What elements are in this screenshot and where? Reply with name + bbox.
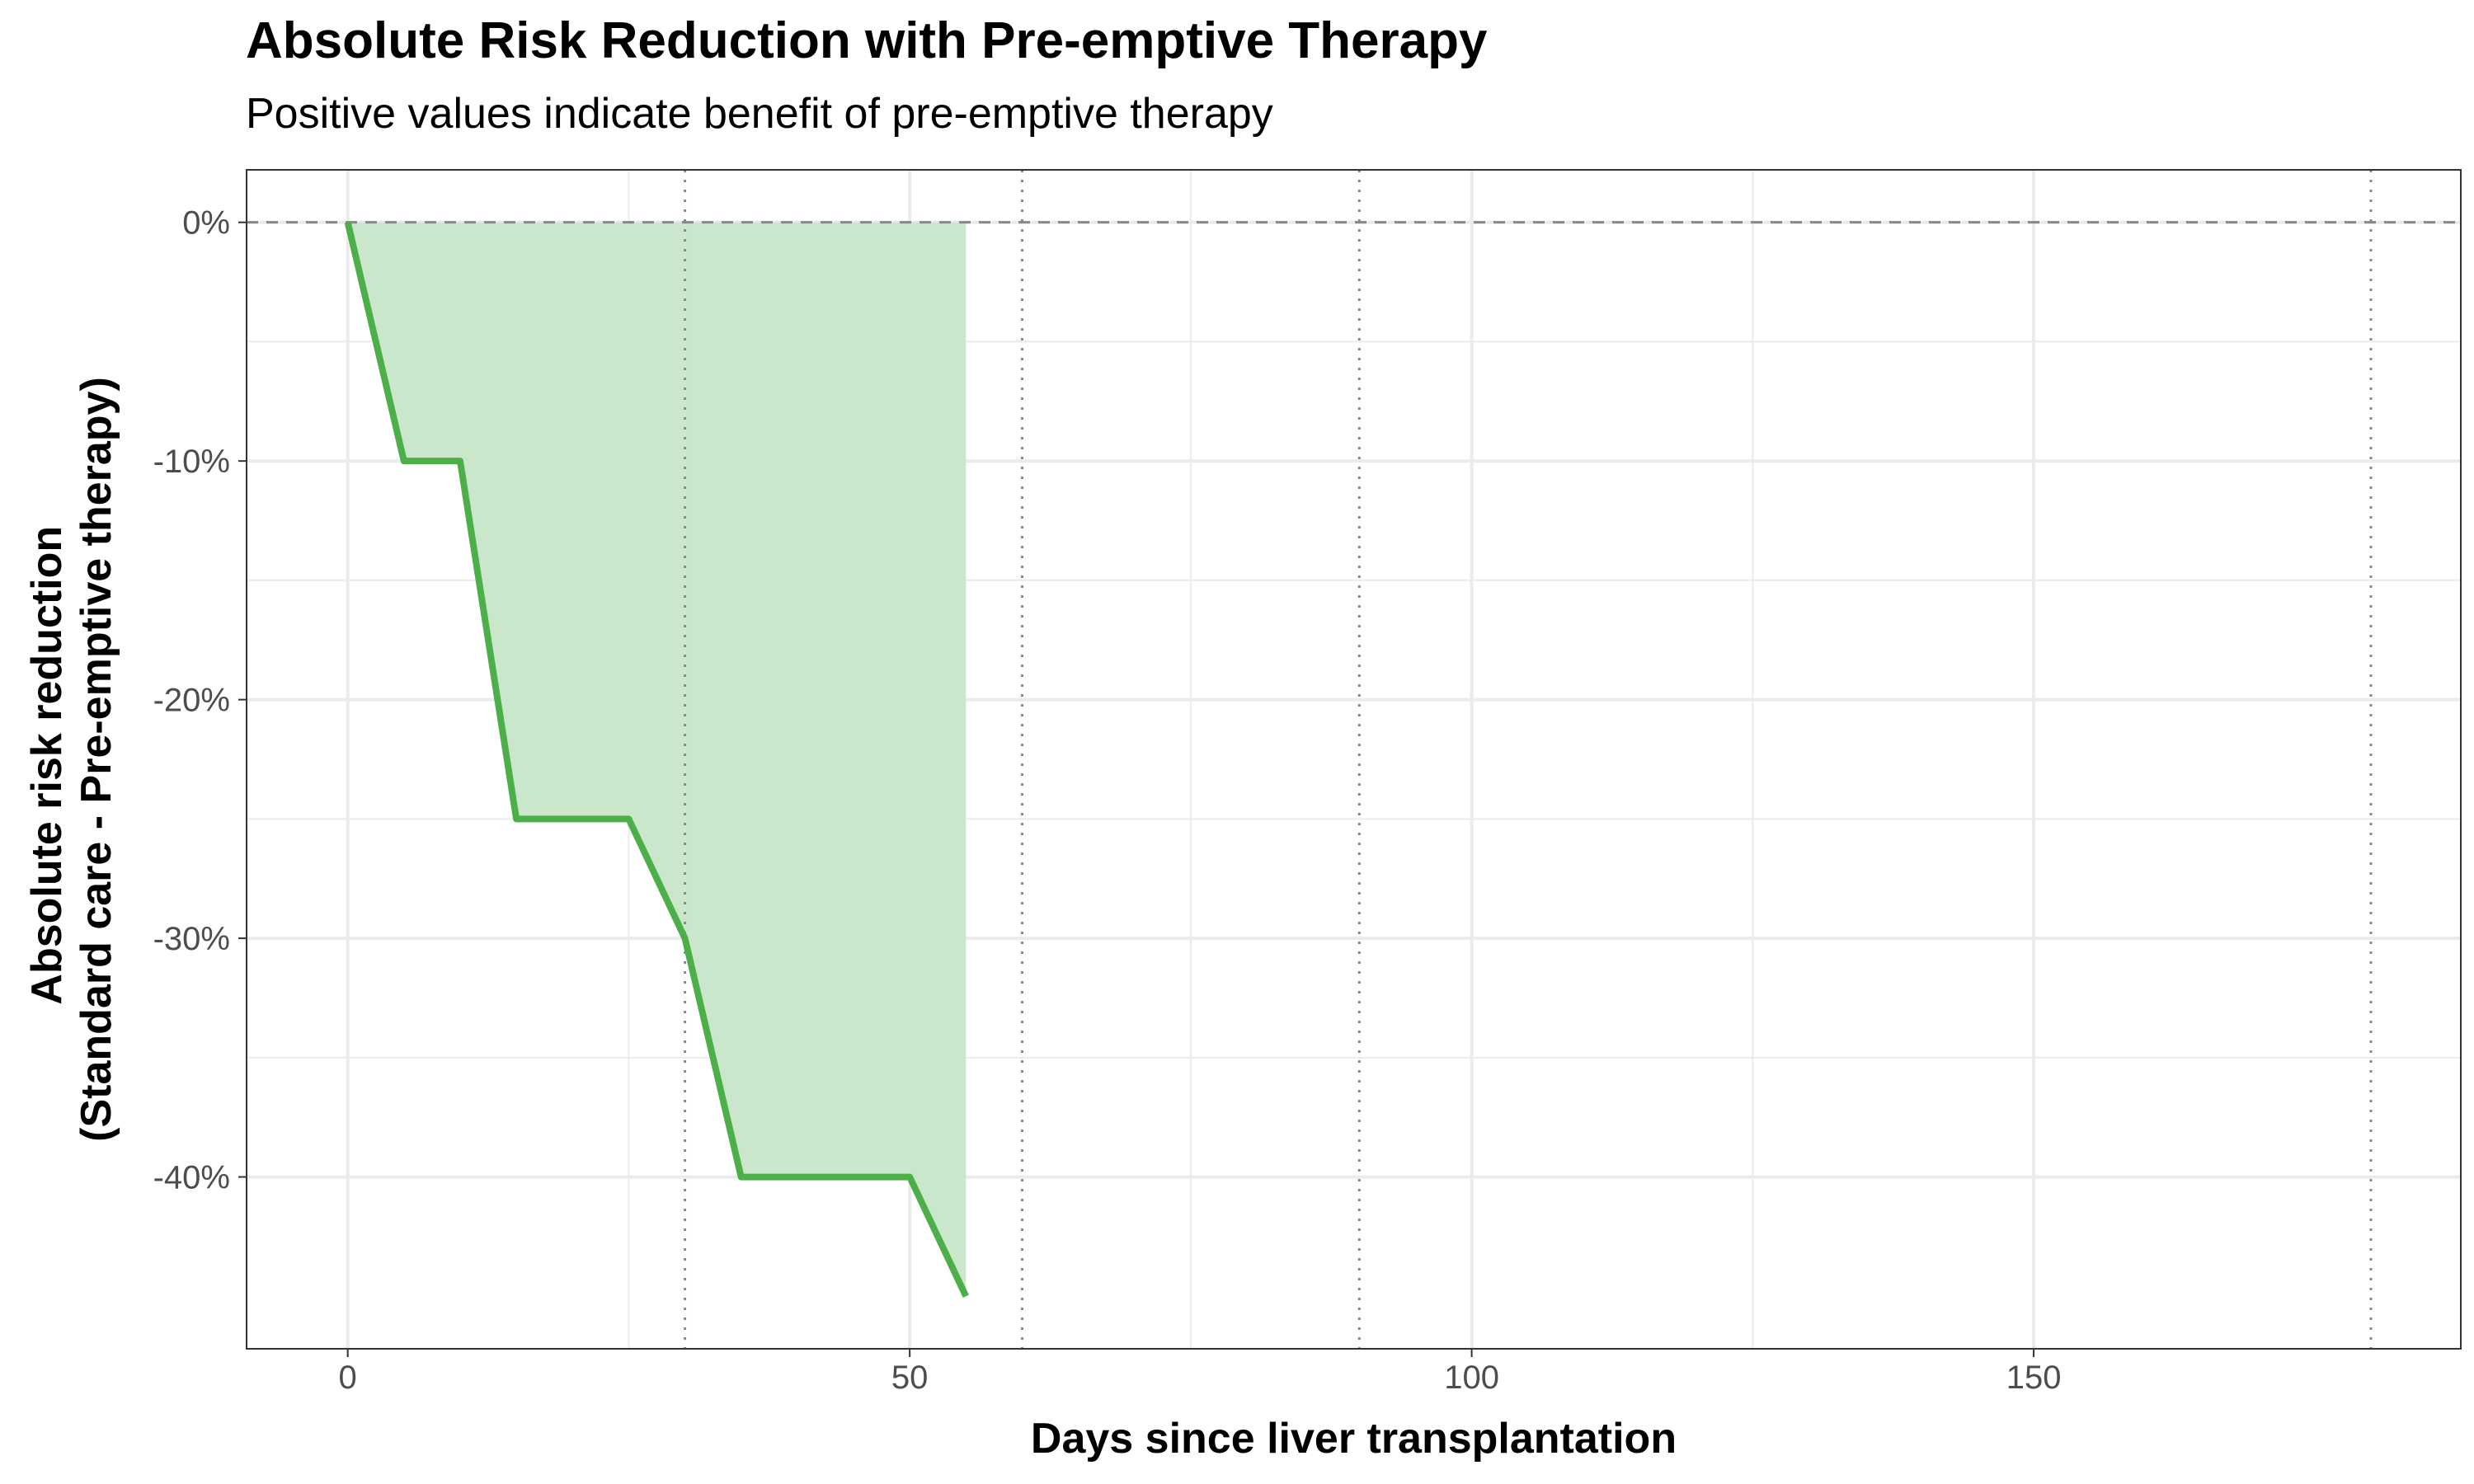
y-tick-label: -20% <box>153 683 230 719</box>
reference-lines <box>247 170 2461 1349</box>
y-axis-title-line-1: Absolute risk reduction <box>23 526 71 1005</box>
area-fill-layer <box>347 222 967 1297</box>
y-tick-label: 0% <box>182 205 230 242</box>
x-tick-label: 0 <box>339 1360 357 1396</box>
y-axis-title-line-2: (Standard care - Pre-emptive therapy) <box>73 377 120 1142</box>
series-line <box>344 221 969 1298</box>
area-fill <box>347 222 967 1297</box>
x-tick-label: 100 <box>1444 1360 1499 1396</box>
x-tick-label: 50 <box>891 1360 929 1396</box>
y-tick-label: -30% <box>153 921 230 957</box>
panel-border <box>246 169 2462 1350</box>
chart-title: Absolute Risk Reduction with Pre-emptive… <box>246 12 1488 69</box>
y-axis-title: Absolute risk reduction (Standard care -… <box>23 377 120 1142</box>
y-tick-label: -10% <box>153 444 230 480</box>
series-layer <box>344 221 969 1298</box>
x-axis-title: Days since liver transplantation <box>1031 1415 1677 1463</box>
chart-subtitle: Positive values indicate benefit of pre-… <box>246 90 1273 138</box>
y-tick-label: -40% <box>153 1160 230 1196</box>
x-tick-label: 150 <box>2006 1360 2062 1396</box>
axis-ticks: 0 50 100 150 0% -10% -20% -30% -40% <box>153 205 2062 1396</box>
